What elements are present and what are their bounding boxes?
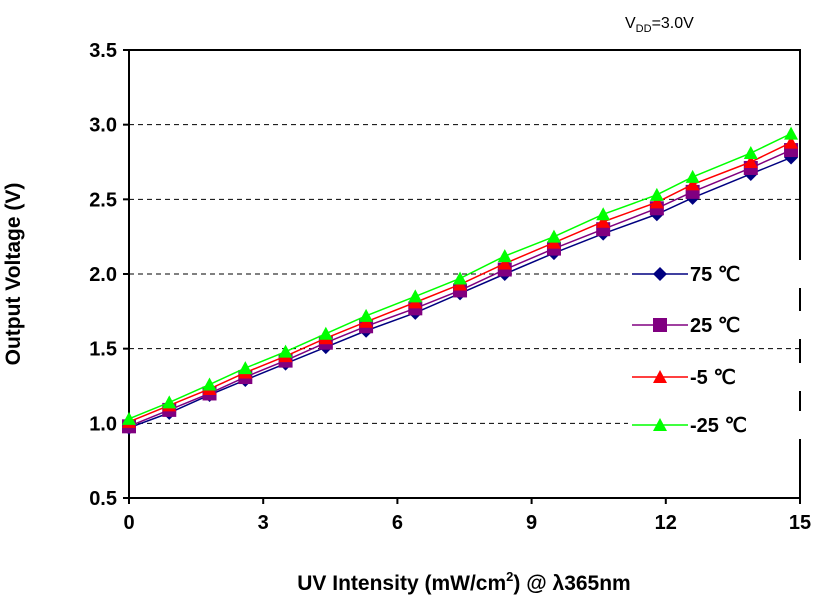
y-tick-label: 1.5: [89, 339, 117, 361]
legend-label: 25 ℃: [690, 315, 740, 337]
y-tick-label: 3.5: [89, 40, 117, 62]
data-point: [497, 256, 512, 270]
y-tick-label: 2.0: [89, 264, 117, 286]
series-line: [128, 156, 792, 429]
data-point: [278, 344, 293, 358]
data-point: [162, 395, 177, 409]
data-point: [784, 126, 799, 140]
x-tick-label: 15: [789, 512, 811, 534]
data-point: [202, 377, 217, 391]
data-point: [649, 187, 664, 201]
y-axis-ticks: 3.5 3.0 2.5 2.0 1.5 1.0 0.5: [89, 40, 129, 510]
y-tick-label: 3.0: [89, 115, 117, 137]
legend-marker: [653, 418, 667, 431]
series-line: [128, 149, 792, 428]
series-group: [122, 126, 799, 425]
data-point: [497, 249, 512, 263]
data-point: [649, 195, 664, 209]
y-tick-label: 2.5: [89, 189, 117, 211]
legend-marker: [653, 318, 667, 332]
x-axis-title: UV Intensity (mW/cm2) @ λ365nm: [297, 569, 630, 595]
data-point: [238, 361, 253, 375]
data-point: [685, 169, 700, 183]
legend-item: 25 ℃: [628, 311, 808, 339]
legend-item: -5 ℃: [628, 363, 808, 391]
y-tick-label: 0.5: [89, 488, 117, 510]
legend-item: -25 ℃: [628, 411, 808, 439]
y-axis-title: Output Voltage (V): [2, 183, 25, 366]
legend-marker: [653, 267, 667, 281]
legend-label: -25 ℃: [690, 415, 747, 437]
series-line: [128, 132, 792, 420]
data-point: [784, 135, 799, 149]
data-point: [122, 411, 136, 425]
data-point: [596, 207, 611, 221]
legend: 75 ℃ 25 ℃ -5 ℃ -25 ℃: [628, 260, 808, 439]
data-point: [743, 146, 758, 160]
data-point: [743, 155, 758, 168]
legend-label: -5 ℃: [690, 367, 736, 389]
data-point: [546, 229, 561, 243]
x-tick-label: 3: [258, 512, 269, 534]
data-point: [453, 271, 468, 285]
x-axis-ticks: 0 3 6 9 12 15: [123, 498, 811, 534]
x-tick-label: 6: [392, 512, 403, 534]
x-tick-label: 0: [123, 512, 134, 534]
series-line: [128, 141, 792, 423]
legend-item: 75 ℃: [628, 260, 808, 288]
data-series: [122, 126, 799, 435]
data-point: [359, 308, 374, 322]
y-tick-label: 1.0: [89, 413, 117, 435]
legend-label: 75 ℃: [690, 264, 740, 286]
x-tick-label: 12: [655, 512, 677, 534]
data-point: [596, 214, 611, 228]
legend-marker: [653, 370, 667, 383]
vdd-annotation: VDD=3.0V: [625, 15, 694, 35]
x-tick-label: 9: [526, 512, 537, 534]
data-point: [408, 289, 423, 303]
data-point: [318, 326, 333, 340]
data-point: [685, 177, 700, 191]
